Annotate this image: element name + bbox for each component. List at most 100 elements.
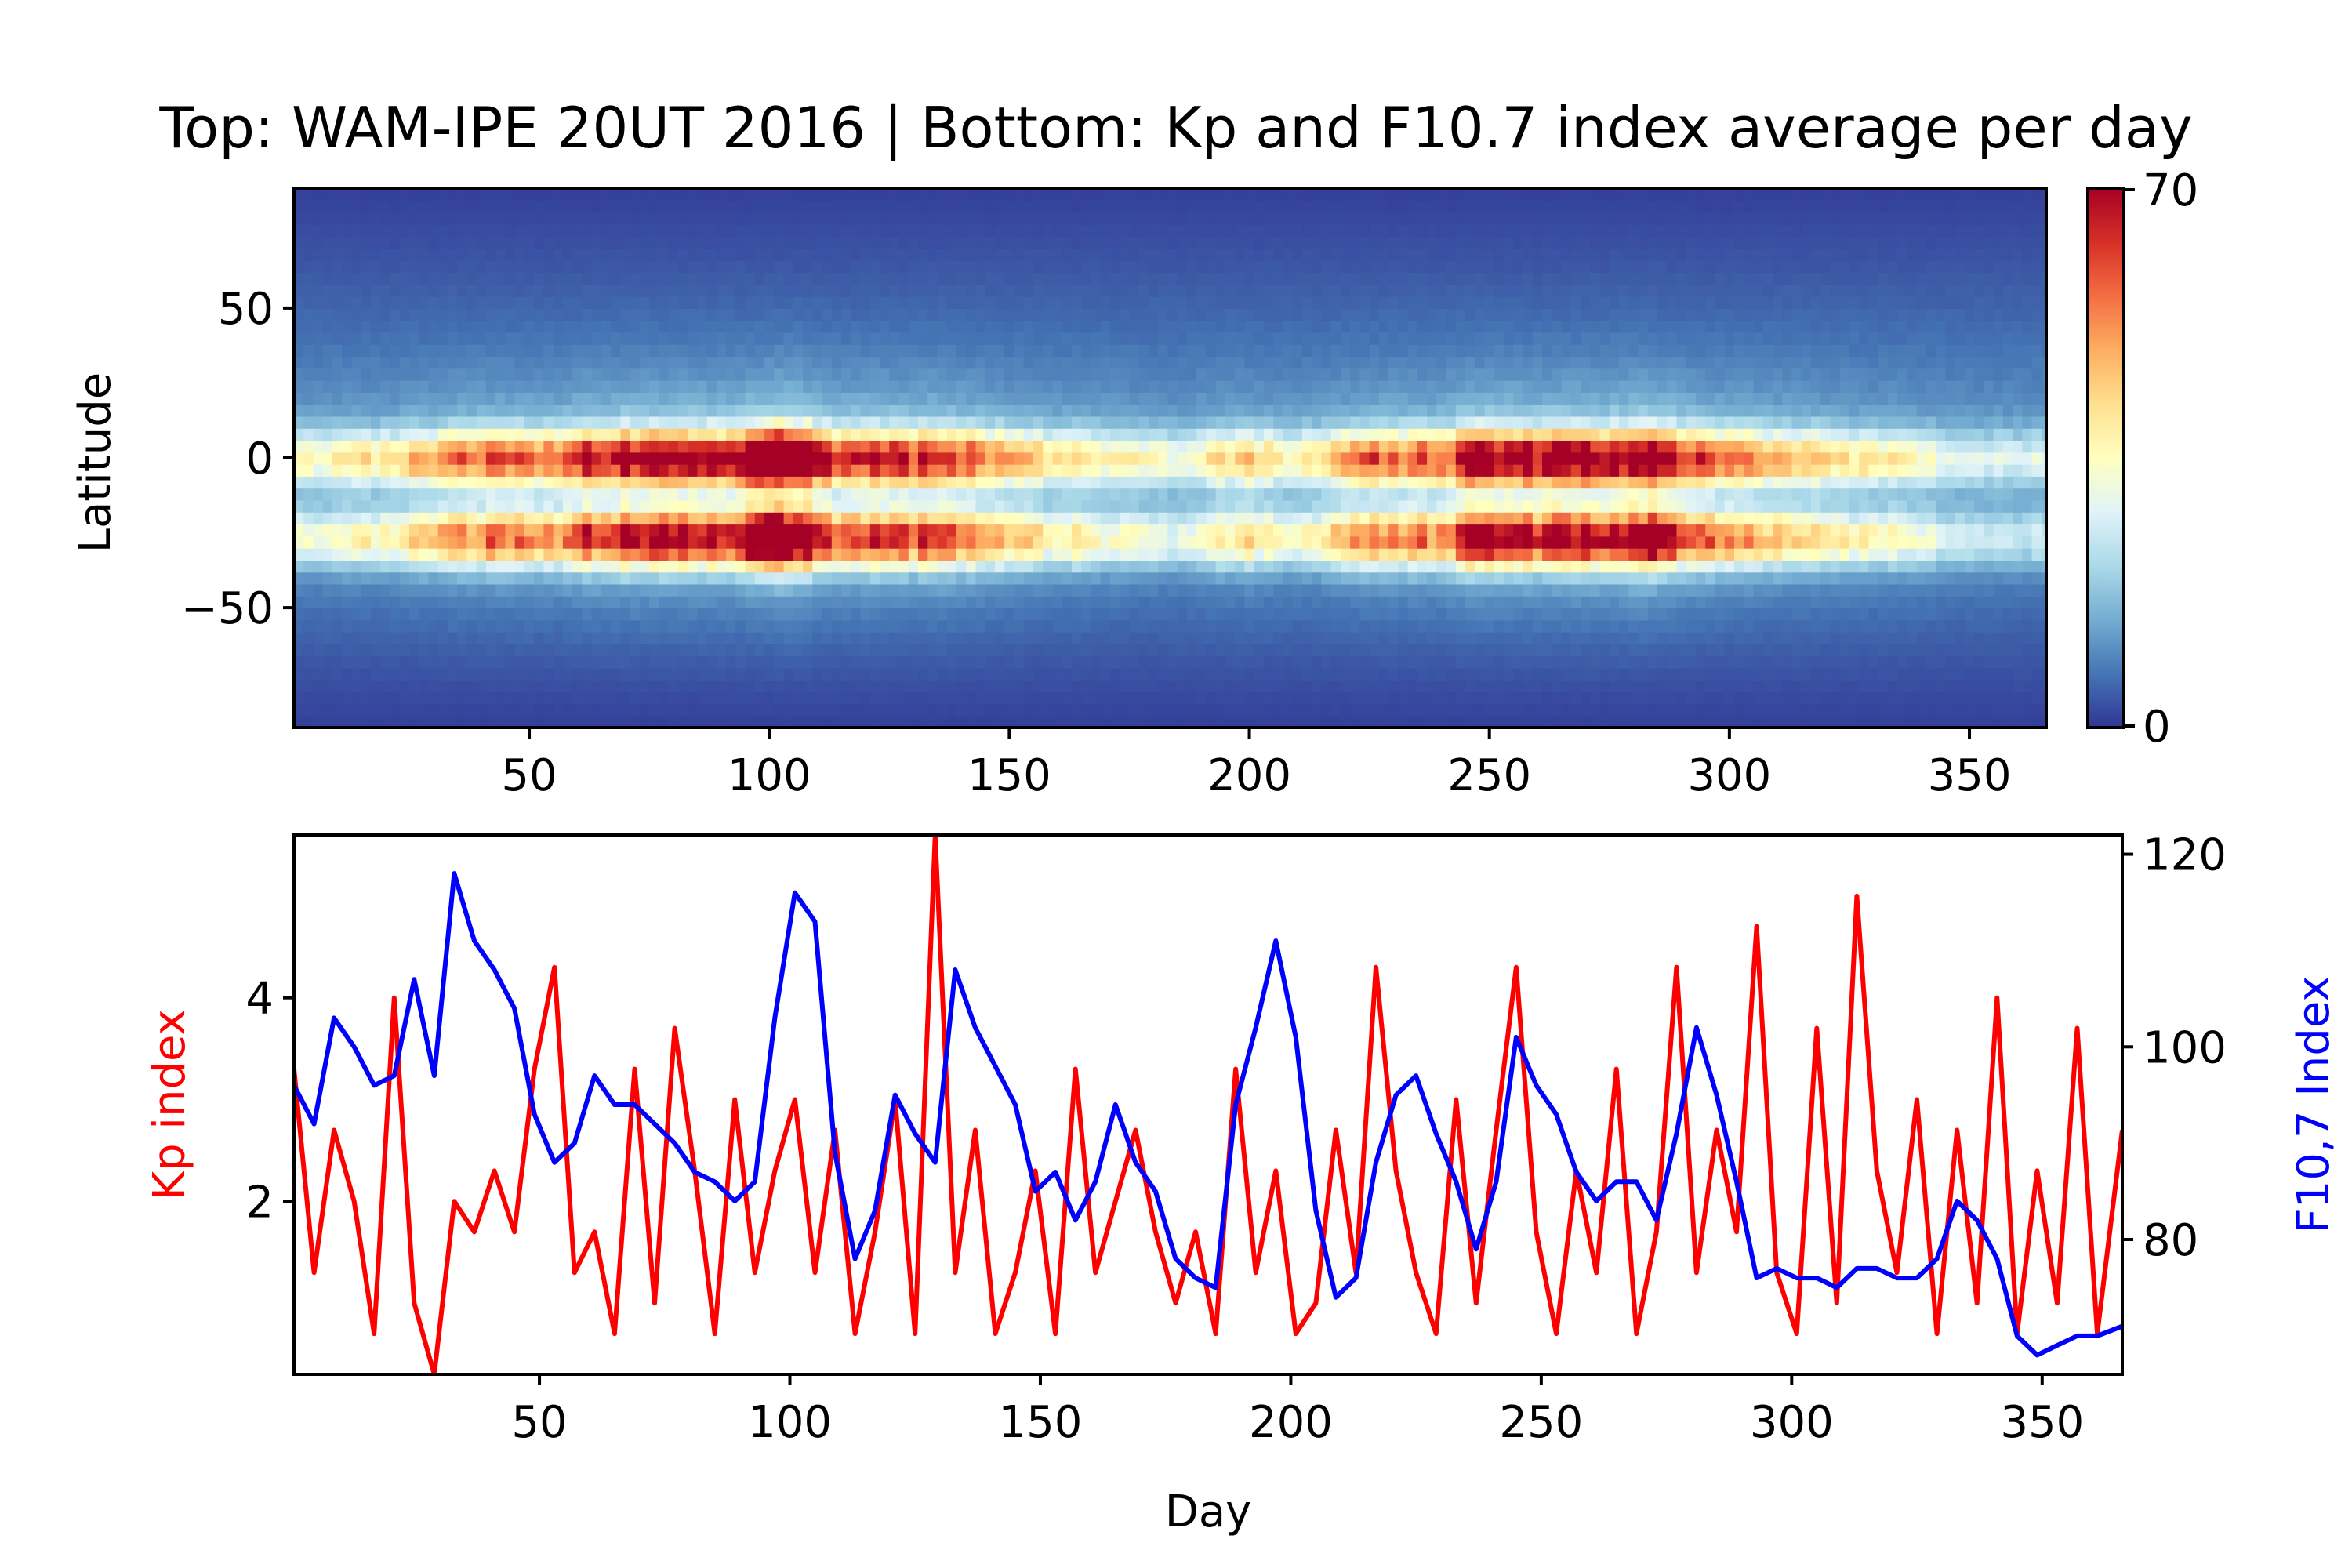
heatmap-cell	[716, 679, 727, 693]
heatmap-cell	[1273, 212, 1284, 225]
heatmap-cell	[659, 260, 670, 273]
heatmap-cell	[447, 667, 459, 681]
heatmap-cell	[668, 296, 679, 309]
heatmap-cell	[1283, 488, 1294, 501]
heatmap-cell	[985, 583, 996, 597]
heatmap-cell	[1120, 223, 1131, 238]
heatmap-cell	[485, 463, 497, 477]
heatmap-cell	[1235, 560, 1246, 573]
heatmap-cell	[1254, 463, 1265, 477]
heatmap-cell	[1350, 655, 1361, 669]
heatmap-cell	[639, 463, 651, 477]
heatmap-cell	[831, 356, 842, 369]
heatmap-cell	[437, 284, 448, 297]
heatmap-cell	[908, 272, 919, 285]
heatmap-cell	[812, 212, 823, 225]
heatmap-cell	[649, 272, 660, 285]
heatmap-cell	[1004, 248, 1015, 261]
heatmap-cell	[1138, 404, 1149, 417]
heatmap-cell	[659, 463, 670, 477]
heatmap-cell	[1062, 223, 1073, 238]
heatmap-cell	[1225, 463, 1236, 477]
heatmap-cell	[562, 343, 574, 358]
heatmap-cell	[1167, 343, 1178, 358]
heatmap-cell	[476, 343, 487, 358]
heatmap-cell	[630, 212, 641, 225]
heatmap-cell	[553, 272, 564, 285]
heatmap-cell	[534, 583, 545, 597]
heatmap-cell	[1244, 188, 1255, 201]
heatmap-cell	[1206, 391, 1217, 405]
heatmap-cell	[1167, 583, 1178, 597]
heatmap-cell	[1330, 200, 1341, 213]
heatmap-cell	[332, 691, 343, 705]
heatmap-cell	[688, 236, 699, 249]
heatmap-cell	[390, 440, 401, 453]
heatmap-cell	[447, 560, 459, 573]
heatmap-cell	[898, 307, 909, 321]
heatmap-cell	[457, 356, 468, 369]
heatmap-cell	[908, 236, 919, 249]
heatmap-cell	[1091, 188, 1102, 201]
heatmap-cell	[783, 248, 794, 261]
heatmap-cell	[841, 715, 852, 728]
heatmap-cell	[1283, 320, 1294, 333]
heatmap-cell	[457, 416, 468, 429]
heatmap-cell	[822, 200, 833, 213]
heatmap-cell	[1330, 667, 1341, 681]
heatmap-cell	[466, 667, 477, 681]
heatmap-cell	[1129, 572, 1140, 585]
heatmap-cell	[601, 200, 612, 213]
heatmap-cell	[1158, 619, 1169, 633]
heatmap-cell	[1120, 595, 1131, 609]
heatmap-cell	[841, 488, 852, 501]
heatmap-cell	[1158, 595, 1169, 609]
heatmap-cell	[572, 463, 583, 477]
heatmap-cell	[1273, 572, 1284, 585]
heatmap-cell	[1091, 307, 1102, 321]
heatmap-cell	[361, 440, 372, 453]
heatmap-cell	[1110, 200, 1121, 213]
heatmap-cell	[543, 488, 554, 501]
heatmap-cell	[419, 583, 430, 597]
heatmap-cell	[294, 560, 305, 573]
heatmap-cell	[659, 547, 670, 561]
heatmap-cell	[1244, 248, 1255, 261]
heatmap-cell	[1052, 223, 1063, 238]
heatmap-cell	[620, 511, 631, 525]
heatmap-cell	[1091, 427, 1102, 441]
heatmap-cell	[428, 427, 439, 441]
heatmap-cell	[543, 440, 554, 453]
heatmap-cell	[332, 200, 343, 213]
heatmap-cell	[1321, 212, 1332, 225]
heatmap-cell	[582, 511, 593, 525]
heatmap-cell	[1129, 379, 1140, 393]
heatmap-cell	[447, 284, 459, 297]
heatmap-cell	[1186, 223, 1198, 238]
heatmap-cell	[706, 188, 717, 201]
heatmap-cell	[1263, 452, 1275, 465]
heatmap-cell	[313, 332, 324, 345]
heatmap-cell	[1072, 703, 1083, 717]
heatmap-cell	[591, 356, 602, 369]
heatmap-cell	[476, 475, 487, 489]
heatmap-cell	[668, 343, 679, 358]
heatmap-cell	[956, 379, 967, 393]
heatmap-cell	[1340, 332, 1352, 345]
heatmap-cell	[1100, 223, 1111, 238]
heatmap-cell	[1206, 703, 1217, 717]
heatmap-cell	[1292, 631, 1303, 644]
heatmap-cell	[1177, 667, 1188, 681]
heatmap-cell	[1158, 440, 1169, 453]
heatmap-cell	[639, 307, 651, 321]
heatmap-cell	[1091, 488, 1102, 501]
heatmap-cell	[1196, 272, 1207, 285]
heatmap-cell	[995, 260, 1006, 273]
heatmap-cell	[793, 296, 804, 309]
heatmap-cell	[1225, 343, 1236, 358]
heatmap-cell	[419, 608, 430, 621]
heatmap-cell	[1206, 619, 1217, 633]
heatmap-cell	[582, 404, 593, 417]
heatmap-cell	[332, 535, 343, 549]
heatmap-cell	[716, 440, 727, 453]
